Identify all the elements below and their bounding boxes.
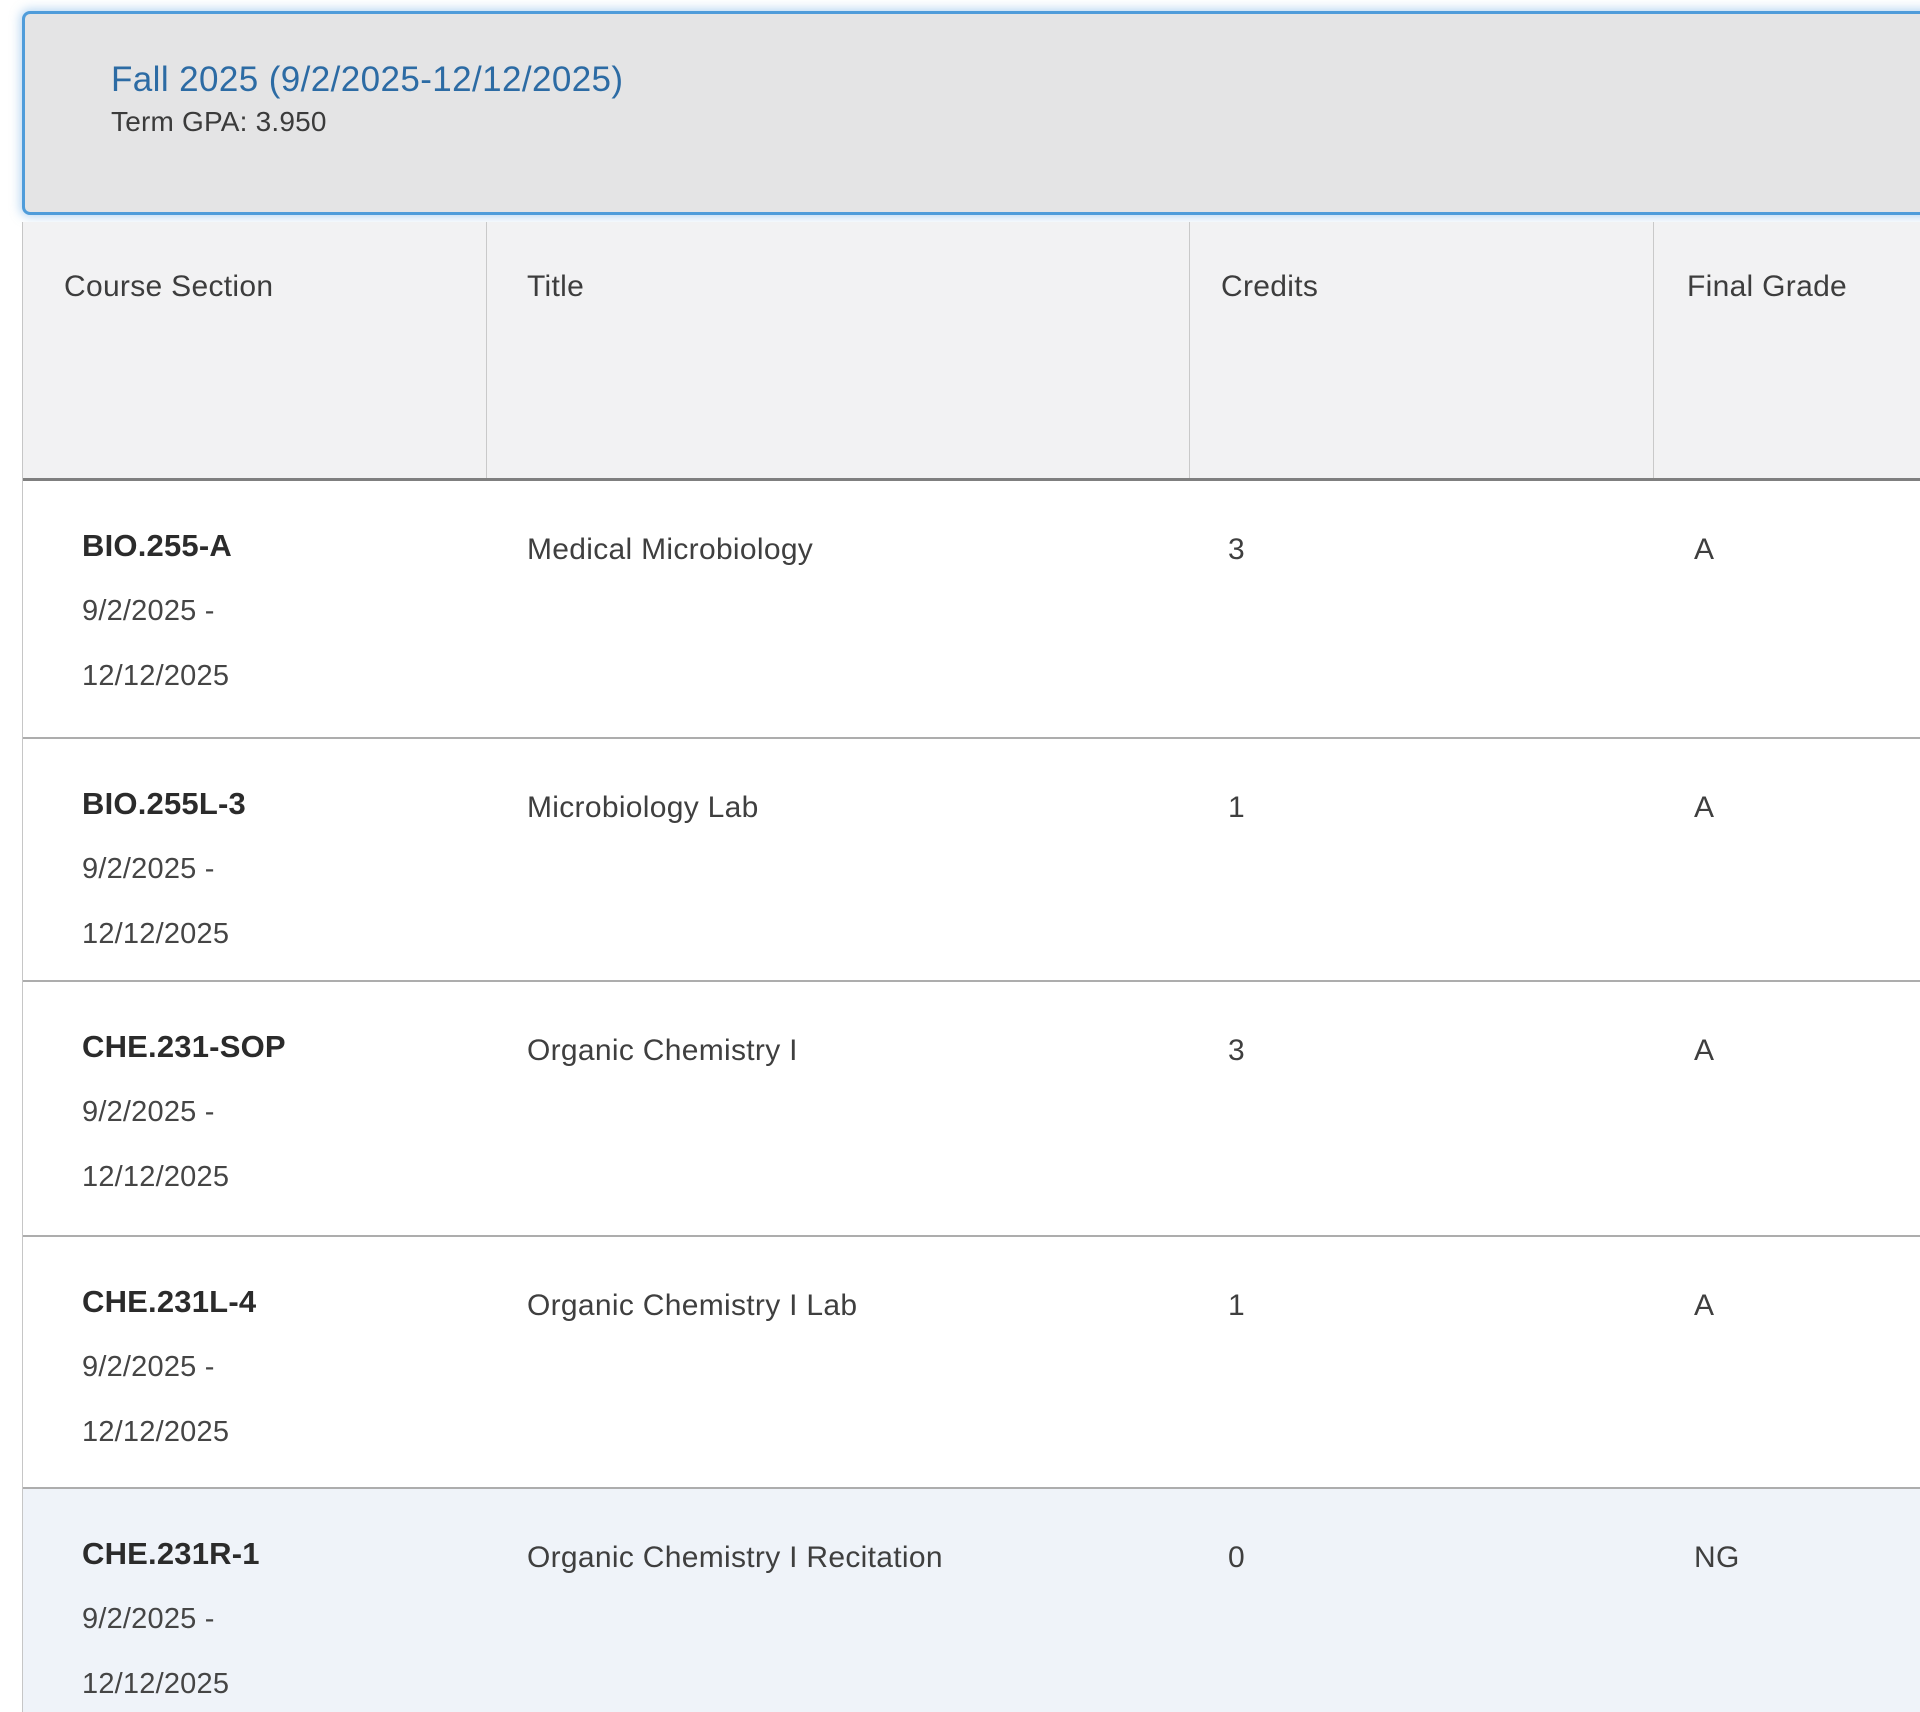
course-title-cell: Organic Chemistry I Lab bbox=[487, 1237, 1190, 1487]
course-section-cell: BIO.255L-3 9/2/2025 - 12/12/2025 bbox=[23, 739, 487, 980]
course-section-code: CHE.231L-4 bbox=[82, 1284, 257, 1319]
course-start-date: 9/2/2025 - bbox=[82, 1351, 215, 1383]
course-credits: 3 bbox=[1228, 533, 1245, 566]
course-section-cell: CHE.231L-4 9/2/2025 - 12/12/2025 bbox=[23, 1237, 487, 1487]
course-section-code: CHE.231R-1 bbox=[82, 1536, 260, 1571]
course-credits-cell: 3 bbox=[1190, 481, 1654, 737]
column-header-final-grade[interactable]: Final Grade bbox=[1687, 270, 1848, 303]
course-title-cell: Organic Chemistry I Recitation bbox=[487, 1489, 1190, 1712]
course-final-grade: A bbox=[1694, 1034, 1715, 1067]
course-title-cell: Microbiology Lab bbox=[487, 739, 1190, 980]
course-credits: 0 bbox=[1228, 1541, 1245, 1574]
course-credits-cell: 3 bbox=[1190, 982, 1654, 1235]
column-header-credits[interactable]: Credits bbox=[1190, 222, 1654, 478]
courses-table: Course Section Title Credits Final Grade… bbox=[22, 222, 1920, 1712]
course-credits: 1 bbox=[1228, 791, 1245, 824]
column-header-course-section[interactable]: Course Section bbox=[23, 222, 487, 478]
course-end-date: 12/12/2025 bbox=[82, 1416, 230, 1448]
table-row[interactable]: BIO.255L-3 9/2/2025 - 12/12/2025 Microbi… bbox=[23, 739, 1920, 982]
table-header-row: Course Section Title Credits Final Grade bbox=[23, 222, 1920, 481]
course-final-grade: A bbox=[1694, 1289, 1715, 1322]
student-grades-page: Fall 2025 (9/2/2025-12/12/2025) Term GPA… bbox=[0, 11, 1920, 1712]
course-title-cell: Medical Microbiology bbox=[487, 481, 1190, 737]
course-start-date: 9/2/2025 - bbox=[82, 1096, 215, 1128]
course-section-code: BIO.255-A bbox=[82, 528, 232, 563]
course-section-cell: BIO.255-A 9/2/2025 - 12/12/2025 bbox=[23, 481, 487, 737]
course-grade-cell: A bbox=[1654, 982, 1920, 1235]
course-section-cell: CHE.231R-1 9/2/2025 - 12/12/2025 bbox=[23, 1489, 487, 1712]
table-row[interactable]: CHE.231-SOP 9/2/2025 - 12/12/2025 Organi… bbox=[23, 982, 1920, 1237]
term-gpa-text: Term GPA: 3.950 bbox=[111, 106, 327, 137]
course-final-grade: A bbox=[1694, 533, 1715, 566]
term-title-link[interactable]: Fall 2025 (9/2/2025-12/12/2025) bbox=[111, 60, 624, 99]
course-section-code: CHE.231-SOP bbox=[82, 1029, 286, 1064]
course-title: Medical Microbiology bbox=[527, 533, 814, 566]
course-title: Organic Chemistry I Recitation bbox=[527, 1541, 943, 1574]
course-credits-cell: 0 bbox=[1190, 1489, 1654, 1712]
course-start-date: 9/2/2025 - bbox=[82, 853, 215, 885]
course-start-date: 9/2/2025 - bbox=[82, 595, 215, 627]
course-grade-cell: A bbox=[1654, 481, 1920, 737]
course-credits: 3 bbox=[1228, 1034, 1245, 1067]
course-title: Organic Chemistry I Lab bbox=[527, 1289, 858, 1322]
column-header-title[interactable]: Title bbox=[487, 222, 1190, 478]
course-end-date: 12/12/2025 bbox=[82, 918, 230, 950]
course-end-date: 12/12/2025 bbox=[82, 660, 230, 692]
course-section-cell: CHE.231-SOP 9/2/2025 - 12/12/2025 bbox=[23, 982, 487, 1235]
table-row[interactable]: CHE.231R-1 9/2/2025 - 12/12/2025 Organic… bbox=[23, 1489, 1920, 1712]
course-end-date: 12/12/2025 bbox=[82, 1668, 230, 1700]
course-section-code: BIO.255L-3 bbox=[82, 786, 246, 821]
course-end-date: 12/12/2025 bbox=[82, 1161, 230, 1193]
course-credits: 1 bbox=[1228, 1289, 1245, 1322]
course-final-grade: A bbox=[1694, 791, 1715, 824]
table-body: BIO.255-A 9/2/2025 - 12/12/2025 Medical … bbox=[23, 481, 1920, 1712]
course-credits-cell: 1 bbox=[1190, 739, 1654, 980]
table-row[interactable]: BIO.255-A 9/2/2025 - 12/12/2025 Medical … bbox=[23, 481, 1920, 739]
course-final-grade: NG bbox=[1694, 1541, 1740, 1574]
course-start-date: 9/2/2025 - bbox=[82, 1603, 215, 1635]
course-credits-cell: 1 bbox=[1190, 1237, 1654, 1487]
term-summary-card: Fall 2025 (9/2/2025-12/12/2025) Term GPA… bbox=[22, 11, 1920, 215]
course-grade-cell: A bbox=[1654, 739, 1920, 980]
course-title-cell: Organic Chemistry I bbox=[487, 982, 1190, 1235]
course-grade-cell: NG bbox=[1654, 1489, 1920, 1712]
course-grade-cell: A bbox=[1654, 1237, 1920, 1487]
course-title: Microbiology Lab bbox=[527, 791, 759, 824]
table-row[interactable]: CHE.231L-4 9/2/2025 - 12/12/2025 Organic… bbox=[23, 1237, 1920, 1489]
course-title: Organic Chemistry I bbox=[527, 1034, 798, 1067]
